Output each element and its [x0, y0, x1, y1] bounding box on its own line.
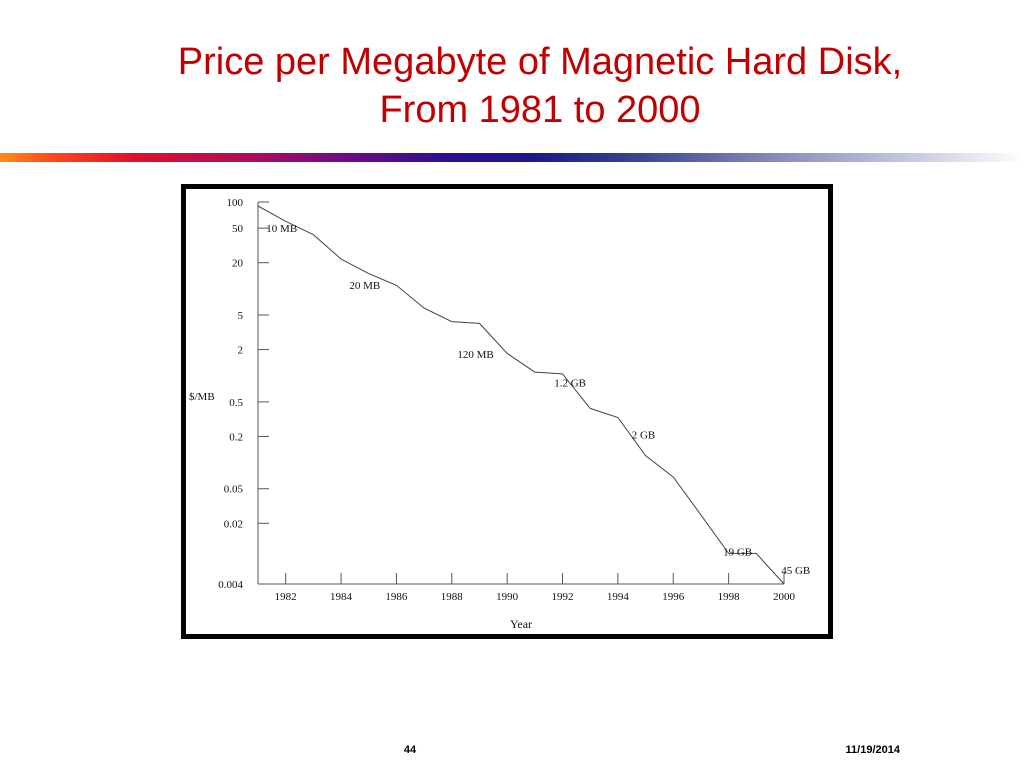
capacity-annotation: 20 MB	[349, 280, 380, 292]
price-series-line	[257, 205, 785, 585]
x-tick-label: 1998	[718, 591, 741, 603]
capacity-annotation: 1.2 GB	[554, 378, 586, 390]
y-tick-label: 2	[238, 345, 244, 357]
y-tick-label: 20	[232, 258, 244, 270]
y-tick-label: 0.004	[218, 579, 243, 591]
x-tick-label: 1988	[441, 591, 464, 603]
y-tick-label: 50	[232, 223, 244, 235]
y-tick-label: 0.05	[224, 484, 244, 496]
slide-number: 44	[403, 744, 417, 756]
slide-date: 11/19/2014	[845, 744, 900, 756]
x-tick-label: 2000	[773, 591, 796, 603]
capacity-annotation: 120 MB	[457, 349, 493, 361]
y-tick-label: 0.5	[229, 397, 243, 409]
x-axis-label: Year	[510, 617, 532, 631]
capacity-annotation: 19 GB	[723, 547, 752, 559]
x-tick-label: 1994	[607, 591, 630, 603]
y-axis-label: $/MB	[189, 391, 215, 403]
x-tick-label: 1984	[330, 591, 353, 603]
x-tick-label: 1982	[275, 591, 297, 603]
slide-title: Price per Megabyte of Magnetic Hard Disk…	[90, 38, 990, 134]
x-tick-label: 1996	[662, 591, 685, 603]
y-tick-label: 100	[227, 197, 244, 209]
chart-frame: 100 50 20 5 2 0.5 0.2 0.05 0.02 0.004 1982 1984 1986…	[181, 184, 833, 639]
y-tick-label: 0.2	[229, 431, 243, 443]
price-per-mb-chart: 100 50 20 5 2 0.5 0.2 0.05 0.02 0.004 1982 1984 1986…	[189, 197, 810, 631]
slide-title-line-1: Price per Megabyte of Magnetic Hard Disk…	[177, 41, 903, 83]
x-tick-label: 1990	[496, 591, 519, 603]
y-tick-label: 5	[238, 310, 244, 322]
capacity-annotation: 45 GB	[781, 565, 810, 577]
x-tick-label: 1992	[552, 591, 574, 603]
chart-panel: 100 50 20 5 2 0.5 0.2 0.05 0.02 0.004 1982 1984 1986…	[185, 188, 829, 635]
slide-title-line-2: From 1981 to 2000	[379, 89, 701, 131]
capacity-annotation: 10 MB	[266, 223, 297, 235]
x-tick-label: 1986	[385, 591, 408, 603]
title-gradient-rule	[0, 153, 1024, 162]
y-tick-label: 0.02	[224, 518, 243, 530]
capacity-annotation: 2 GB	[632, 429, 656, 441]
